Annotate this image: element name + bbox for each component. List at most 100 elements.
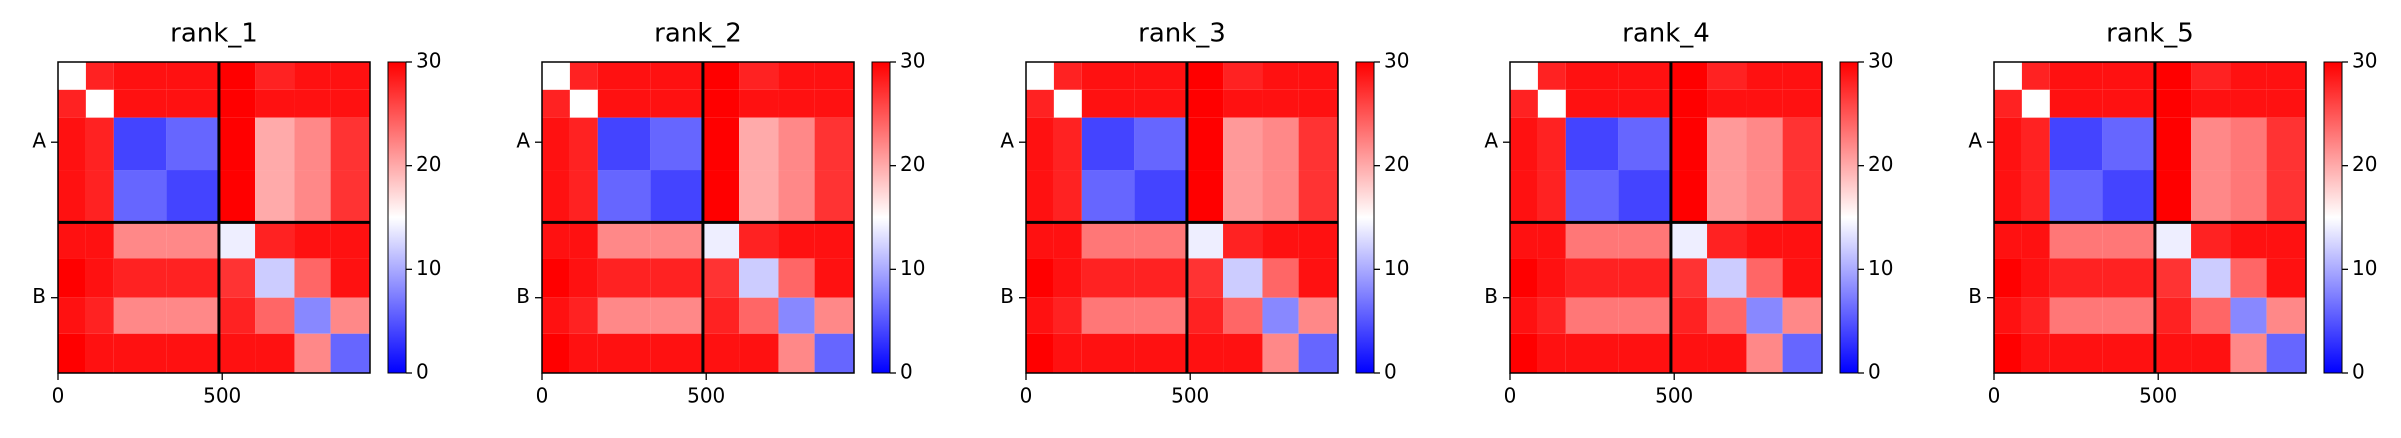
heatmap-cell	[218, 89, 256, 118]
heatmap-cell	[1746, 170, 1783, 223]
heatmap-cell	[1670, 170, 1708, 223]
y-tick-label: A	[1000, 129, 1014, 153]
heatmap-cell	[85, 222, 114, 259]
heatmap-cell	[702, 117, 740, 171]
heatmap-cell	[1298, 117, 1338, 171]
x-tick-label: 0	[1988, 384, 2001, 408]
heatmap-cell	[330, 222, 370, 259]
heatmap-cell	[1707, 170, 1747, 223]
heatmap-cell	[85, 170, 114, 223]
heatmap-cell	[2266, 297, 2306, 334]
heatmap-cell	[1537, 258, 1566, 298]
x-tick-label: 0	[536, 384, 549, 408]
heatmap-cell	[330, 297, 370, 334]
heatmap-cell	[569, 297, 598, 334]
heatmap-cell	[58, 170, 86, 223]
heatmap-cell	[330, 89, 370, 118]
heatmap-cell	[597, 62, 651, 90]
heatmap-cell	[166, 297, 219, 334]
y-tick-label: B	[516, 284, 530, 308]
heatmap-cell	[85, 62, 114, 90]
heatmap-cell	[1565, 258, 1619, 298]
heatmap-cell	[1670, 89, 1708, 118]
heatmap-cell	[218, 297, 256, 334]
heatmap-cell	[294, 297, 331, 334]
heatmap-cell	[739, 297, 779, 334]
heatmap-cell	[2049, 117, 2103, 171]
heatmap-cell	[85, 89, 114, 118]
heatmap-cell	[1782, 222, 1822, 259]
heatmap-cell	[1565, 89, 1619, 118]
heatmap-cell	[1186, 62, 1224, 90]
x-tick-label: 0	[52, 384, 65, 408]
heatmap-cell	[2021, 170, 2050, 223]
heatmap-cell	[1670, 297, 1708, 334]
heatmap-cell	[1994, 89, 2022, 118]
heatmap-cell	[1618, 258, 1671, 298]
heatmap-cell	[1565, 170, 1619, 223]
heatmap-cell	[2102, 89, 2155, 118]
heatmap-cell	[597, 222, 651, 259]
heatmap-cell	[2154, 117, 2192, 171]
heatmap-cell	[1746, 333, 1783, 373]
heatmap-cell	[597, 333, 651, 373]
heatmap-cell	[702, 297, 740, 334]
heatmap-cell	[1053, 62, 1082, 90]
heatmap-cell	[113, 258, 167, 298]
heatmap-cell	[1026, 258, 1054, 298]
heatmap-cell	[2191, 89, 2231, 118]
heatmap-cell	[542, 170, 570, 223]
heatmap-cell	[739, 258, 779, 298]
heatmap-cell	[1510, 62, 1538, 90]
heatmap-cell	[569, 333, 598, 373]
colorbar-tick-label: 30	[2352, 49, 2377, 73]
heatmap-cell	[113, 297, 167, 334]
plot-frame	[57, 61, 371, 374]
heatmap-cell	[166, 258, 219, 298]
heatmap-cell	[1186, 333, 1224, 373]
heatmap-cell	[255, 89, 295, 118]
heatmap-cell	[1994, 117, 2022, 171]
heatmap-cell	[597, 297, 651, 334]
heatmap-cell	[113, 170, 167, 223]
heatmap-cell	[2230, 258, 2267, 298]
heatmap-cell	[569, 89, 598, 118]
heatmap-cell	[1746, 222, 1783, 259]
heatmap-cell	[1223, 62, 1263, 90]
heatmap-cell	[702, 333, 740, 373]
heatmap-cell	[294, 89, 331, 118]
heatmap-cell	[166, 62, 219, 90]
heatmap-cell	[255, 333, 295, 373]
heatmap-cell	[1510, 297, 1538, 334]
heatmap-cell	[1994, 297, 2022, 334]
plot-frame	[541, 61, 855, 374]
heatmap-cell	[294, 222, 331, 259]
colorbar	[1355, 61, 1375, 374]
heatmap-cell	[166, 222, 219, 259]
heatmap-cell	[113, 333, 167, 373]
heatmap-cell	[1134, 297, 1187, 334]
heatmap-cell	[542, 89, 570, 118]
heatmap-cell	[1746, 258, 1783, 298]
heatmap-cell	[1298, 170, 1338, 223]
heatmap-cell	[814, 333, 854, 373]
heatmap-cell	[2191, 117, 2231, 171]
heatmap-cell	[255, 170, 295, 223]
heatmap-cell	[1510, 117, 1538, 171]
heatmap-cell	[650, 62, 703, 90]
heatmap-cell	[58, 89, 86, 118]
heatmap-cell	[2230, 222, 2267, 259]
heatmap-cell	[1537, 222, 1566, 259]
heatmap-cell	[1186, 170, 1224, 223]
heatmap-cell	[739, 333, 779, 373]
heatmap-cell	[1618, 89, 1671, 118]
heatmap-cell	[597, 258, 651, 298]
heatmap-cell	[2266, 222, 2306, 259]
heatmap-cell	[1134, 62, 1187, 90]
heatmap-cell	[1537, 89, 1566, 118]
heatmap-cell	[1707, 89, 1747, 118]
heatmap-cell	[294, 117, 331, 171]
heatmap-cell	[650, 297, 703, 334]
heatmap-cell	[1053, 89, 1082, 118]
heatmap-cell	[255, 117, 295, 171]
